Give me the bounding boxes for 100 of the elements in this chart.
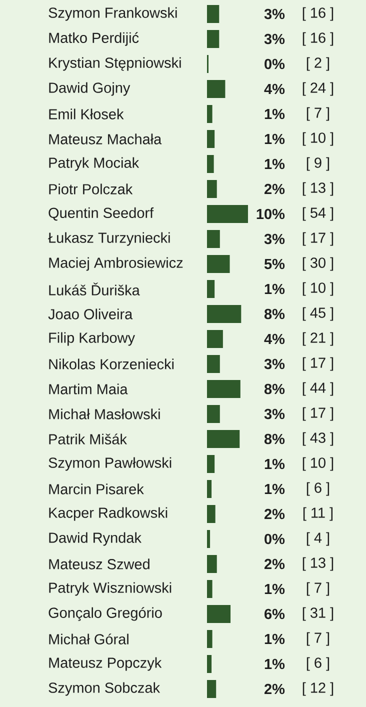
text: 5%	[264, 258, 285, 270]
text: 8%	[264, 308, 285, 320]
data-label: [ 2 ]	[306, 57, 330, 71]
y-tick-label: Michał Masłowski	[49, 408, 160, 420]
text: 2%	[264, 508, 285, 520]
bar	[206, 630, 212, 648]
bar	[206, 555, 217, 573]
data-label: [ 4 ]	[306, 532, 330, 546]
text: 1%	[264, 634, 285, 644]
y-tick-label: Kacper Radkowski	[49, 507, 168, 521]
data-label: [ 10 ]	[302, 282, 334, 296]
y-tick-label: Mateusz Szwed	[49, 558, 150, 570]
y-tick-label: Michał Góral	[49, 634, 128, 644]
data-label: [ 21 ]	[302, 332, 334, 346]
text: 2%	[264, 558, 285, 570]
y-tick-label: Matko Perdijić	[49, 32, 139, 46]
text: 6%	[264, 608, 285, 620]
bar	[206, 605, 231, 623]
data-label: [ 54 ]	[302, 207, 334, 221]
bar	[206, 455, 215, 473]
text: 3%	[264, 358, 285, 370]
data-label: [ 7 ]	[306, 632, 330, 646]
y-tick-label: Emil Kłosek	[49, 108, 124, 120]
data-label: [ 24 ]	[302, 82, 334, 96]
bar	[206, 5, 220, 24]
y-tick-label: Szymon Sobczak	[48, 682, 160, 696]
bar	[206, 280, 215, 298]
y-tick-label: Patryk Wiszniowski	[49, 582, 172, 596]
data-label: [ 45 ]	[302, 307, 334, 321]
bar	[206, 680, 216, 698]
bar	[206, 655, 212, 673]
y-tick-label: Dawid Gojny	[49, 82, 130, 96]
text: 3%	[264, 408, 285, 420]
bar	[206, 80, 226, 98]
y-tick-label: Szymon Pawłowski	[48, 457, 172, 471]
data-label: [ 44 ]	[302, 382, 334, 396]
data-label: [ 10 ]	[302, 457, 334, 471]
bar	[206, 305, 242, 324]
y-tick-label: Gonçalo Gregório	[48, 607, 162, 621]
bar	[206, 505, 216, 523]
text: 8%	[264, 434, 285, 444]
bar	[206, 480, 212, 498]
y-tick-label: Joao Oliveira	[48, 308, 133, 320]
y-tick-label: Quentin Seedorf	[48, 207, 154, 221]
y-tick-label: Łukasz Turzyniecki	[48, 232, 170, 246]
data-label: [ 30 ]	[302, 257, 334, 271]
data-label: [ 13 ]	[302, 557, 334, 571]
text: 2%	[264, 684, 285, 694]
y-tick-label: Martim Maia	[49, 384, 128, 394]
text: 2%	[264, 184, 285, 194]
bar	[206, 255, 230, 274]
data-label: [ 43 ]	[302, 432, 334, 446]
data-label: [ 17 ]	[302, 357, 334, 371]
data-label: [ 9 ]	[306, 157, 330, 171]
data-label: [ 7 ]	[306, 107, 330, 121]
y-tick-label: Nikolas Korzeniecki	[49, 358, 174, 370]
bar	[206, 105, 212, 124]
y-tick-label: Piotr Polczak	[49, 184, 133, 194]
data-label: [ 13 ]	[302, 182, 334, 196]
bar	[206, 30, 220, 48]
text: 1%	[264, 458, 285, 470]
data-label: [ 11 ]	[303, 507, 333, 521]
data-label: [ 7 ]	[306, 582, 330, 596]
text: 10%	[256, 208, 285, 220]
bar	[206, 430, 240, 448]
bar	[206, 580, 212, 598]
y-tick-label: Filip Karbowy	[49, 332, 136, 346]
y-tick-label: Patrik Mišák	[49, 434, 127, 444]
bar	[206, 130, 215, 148]
y-tick-label: Marcin Pisarek	[49, 484, 144, 494]
text: 1%	[264, 284, 285, 294]
data-label: [ 16 ]	[302, 7, 334, 21]
y-tick-label: Mateusz Machała	[49, 134, 162, 144]
data-label: [ 16 ]	[302, 32, 334, 46]
data-label: [ 12 ]	[302, 682, 334, 696]
data-label: [ 6 ]	[306, 482, 330, 496]
text: 3%	[264, 34, 285, 44]
bar	[206, 155, 214, 174]
y-tick-label: Krystian Stępniowski	[49, 57, 181, 71]
text: 3%	[264, 234, 285, 244]
text: 1%	[264, 158, 285, 170]
bar	[206, 330, 223, 348]
y-tick-label: Patryk Mociak	[49, 157, 140, 171]
data-label: [ 17 ]	[302, 407, 334, 421]
text: 0%	[264, 534, 285, 544]
text: 1%	[264, 658, 285, 670]
text: 4%	[264, 84, 285, 94]
bar	[206, 205, 248, 224]
text: 0%	[264, 58, 285, 70]
text: 8%	[264, 384, 285, 394]
data-label: [ 17 ]	[302, 232, 334, 246]
y-tick-label: Szymon Frankowski	[48, 7, 177, 21]
data-label: [ 10 ]	[302, 132, 334, 146]
bar	[206, 380, 240, 398]
y-tick-label: Dawid Ryndak	[49, 532, 142, 546]
text: 4%	[264, 334, 285, 344]
y-tick-label: Mateusz Popczyk	[49, 657, 162, 671]
bar	[206, 530, 210, 548]
bar	[206, 355, 220, 374]
text: 1%	[264, 584, 285, 594]
